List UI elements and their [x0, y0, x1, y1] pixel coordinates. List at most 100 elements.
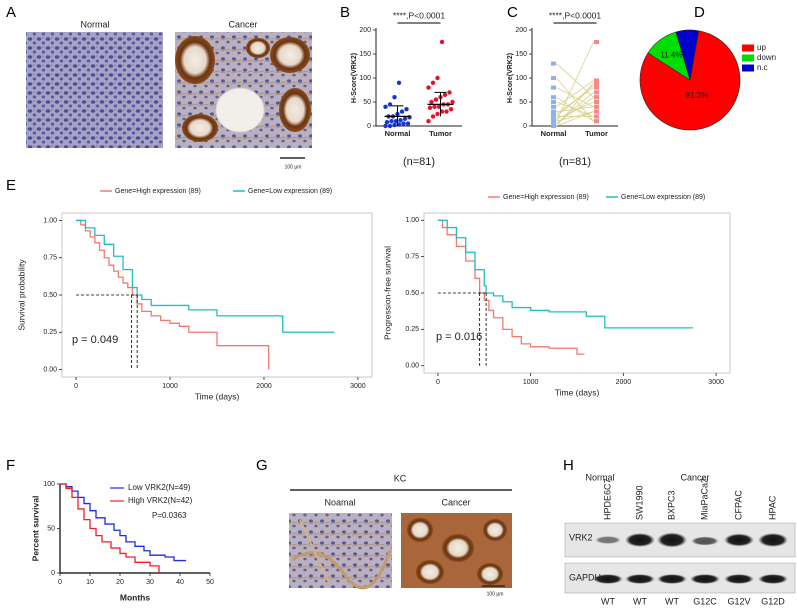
- pair-line: [556, 63, 594, 98]
- x-axis-title: Time (days): [555, 387, 600, 397]
- x-tick-label: 0: [74, 383, 78, 390]
- data-point: [401, 121, 406, 126]
- x-tick-label: Normal: [541, 129, 567, 138]
- annotation: p = 0.016: [436, 331, 482, 343]
- caption: (n=81): [559, 156, 591, 168]
- legend-label: Gene=High expression (89): [115, 188, 201, 195]
- scale-bar-label: 100 μm: [487, 591, 504, 597]
- genotype-label: WT: [665, 596, 679, 606]
- data-point: [594, 80, 599, 85]
- y-axis-title: H-Score(VRK2): [351, 53, 358, 103]
- survival-curve: [76, 219, 270, 370]
- x-tick-label: Tumor: [429, 129, 452, 138]
- data-point: [551, 61, 556, 66]
- legend-label: Low VRK2(N=49): [128, 483, 191, 492]
- data-point: [430, 114, 436, 119]
- data-point: [551, 104, 556, 109]
- panel-label: A: [6, 4, 16, 21]
- data-point: [447, 90, 452, 95]
- micrograph: [26, 32, 163, 148]
- x-tick-label: Normal: [385, 129, 411, 138]
- image-label: Noamal: [324, 497, 355, 507]
- y-tick-label: 1.00: [405, 217, 419, 224]
- x-tick-label: 20: [116, 579, 124, 586]
- y-tick-label: 0.00: [43, 366, 57, 373]
- legend-label: down: [757, 53, 776, 62]
- x-axis-title: Time (days): [195, 391, 240, 401]
- image-label: Cancer: [228, 19, 257, 29]
- cell-line-label: HPAC: [767, 495, 777, 520]
- y-tick-label: 100: [515, 75, 527, 82]
- data-point: [551, 95, 556, 100]
- y-axis-title: Percent survival: [30, 496, 40, 562]
- y-tick-label: 0.50: [405, 290, 419, 297]
- legend-label: Gene=High expression (89): [503, 194, 589, 201]
- data-point: [442, 92, 448, 98]
- pie-slice: [675, 29, 700, 81]
- pair-line: [556, 84, 594, 117]
- value-label: 11.4%: [660, 50, 682, 59]
- x-tick-label: 1000: [523, 379, 539, 386]
- data-point: [383, 104, 388, 110]
- data-point: [594, 40, 599, 44]
- genotype-label: G12C: [693, 596, 717, 606]
- data-point: [594, 104, 599, 109]
- y-tick-label: 0: [51, 570, 55, 577]
- x-tick-label: 1000: [162, 383, 178, 390]
- survival-curve: [60, 483, 160, 573]
- cell-line-label: MiaPaCa2: [699, 478, 709, 520]
- y-tick-label: 100: [359, 75, 371, 82]
- x-tick-label: 0: [436, 379, 440, 386]
- data-point: [435, 111, 440, 117]
- data-point: [551, 119, 556, 124]
- x-tick-label: 50: [206, 579, 214, 586]
- genotype-label: WT: [601, 596, 615, 606]
- annotation: ****,P<0.0001: [393, 10, 445, 20]
- micrograph: [401, 513, 512, 588]
- panel-label: E: [6, 177, 16, 194]
- data-point: [551, 121, 556, 126]
- data-point: [387, 123, 393, 129]
- y-tick-label: 1.00: [43, 217, 57, 224]
- data-point: [551, 76, 556, 80]
- data-point: [398, 118, 403, 123]
- scale-bar-label: 100 μm: [285, 164, 302, 170]
- micrograph: [289, 513, 392, 590]
- x-tick-label: 10: [86, 579, 94, 586]
- y-axis-title: Progression-free survival: [382, 246, 392, 340]
- panel-label: F: [6, 457, 15, 474]
- protein-label: VRK2: [569, 532, 593, 542]
- y-tick-label: 0.25: [405, 326, 419, 333]
- data-point: [594, 78, 599, 83]
- y-tick-label: 50: [47, 525, 55, 532]
- pair-line: [556, 92, 594, 124]
- y-tick-label: 0.25: [43, 329, 57, 336]
- x-tick-label: Tumor: [585, 129, 608, 138]
- data-point: [399, 109, 405, 114]
- group-label: Normal: [585, 472, 614, 482]
- cell-line-label: SW1990: [634, 485, 644, 520]
- y-tick-label: 0.75: [43, 255, 57, 262]
- data-point: [551, 85, 556, 90]
- data-point: [396, 80, 402, 86]
- y-tick-label: 0: [523, 123, 527, 130]
- data-point: [402, 116, 408, 122]
- data-point: [384, 119, 390, 125]
- data-point: [426, 85, 431, 90]
- data-point: [551, 116, 556, 121]
- genotype-label: WT: [633, 596, 647, 606]
- legend-label: Gene=Low expression (89): [621, 194, 705, 201]
- caption: (n=81): [403, 156, 435, 168]
- cell-line-label: CFPAC: [733, 490, 743, 520]
- legend-swatch: [742, 64, 754, 72]
- data-point: [389, 119, 394, 124]
- data-point: [594, 95, 599, 100]
- data-point: [427, 105, 433, 110]
- protein-label: GAPDH: [569, 572, 601, 582]
- legend-label: High VRK2(N=42): [128, 496, 193, 505]
- data-point: [439, 39, 445, 45]
- group-label: Cancer: [680, 472, 709, 482]
- group-label: KC: [394, 473, 407, 483]
- data-point: [594, 119, 599, 124]
